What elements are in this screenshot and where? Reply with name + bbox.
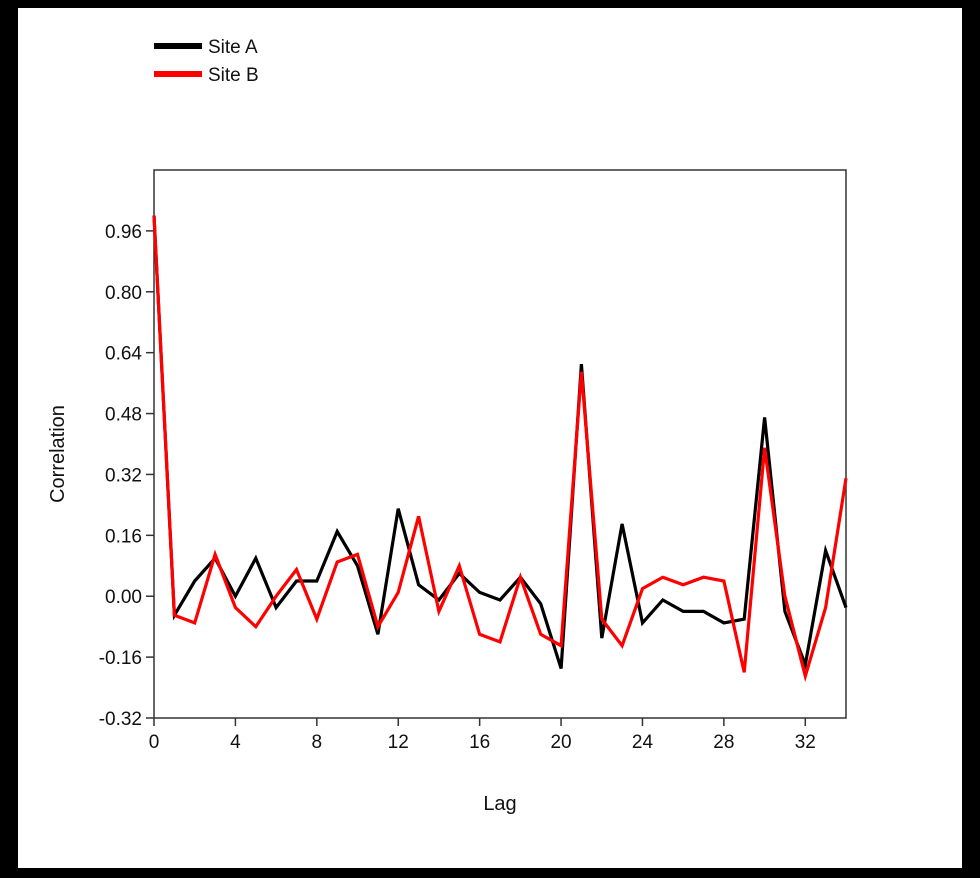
y-axis: -0.32 -0.16 0.00 0.16 0.32 0.48 0.64 0.80 0.96 xyxy=(99,222,154,730)
y-tick-label: 0.80 xyxy=(105,283,142,304)
y-tick-label: 0.00 xyxy=(105,587,142,608)
x-tick-label: 8 xyxy=(312,732,323,753)
y-tick-label: 0.48 xyxy=(105,405,142,426)
correlation-chart: Site A Site B -0.32 -0.16 0.00 0.16 0.32 0.48 0… xyxy=(47,37,848,815)
x-tick-label: 16 xyxy=(469,732,490,753)
y-tick-label: -0.16 xyxy=(99,648,142,669)
y-axis-label: Correlation xyxy=(47,405,69,503)
y-tick-label: 0.96 xyxy=(105,222,142,243)
series-lines xyxy=(152,215,848,683)
x-tick-label: 20 xyxy=(550,732,571,753)
series-line-site-b xyxy=(152,215,848,683)
y-tick-label: 0.64 xyxy=(105,344,142,365)
y-tick-label: 0.16 xyxy=(105,526,142,547)
legend-label: Site A xyxy=(208,37,258,58)
x-tick-label: 24 xyxy=(632,732,654,753)
chart-frame: Site A Site B -0.32 -0.16 0.00 0.16 0.32 0.48 0… xyxy=(18,8,962,868)
x-tick-label: 0 xyxy=(149,732,160,753)
y-tick-label: 0.32 xyxy=(105,465,142,486)
x-tick-label: 32 xyxy=(795,732,816,753)
x-tick-label: 28 xyxy=(713,732,734,753)
x-tick-label: 12 xyxy=(388,732,409,753)
y-tick-label: -0.32 xyxy=(99,709,142,730)
legend: Site A Site B xyxy=(154,37,259,86)
x-axis: 0 4 8 12 16 20 24 28 32 xyxy=(149,718,816,753)
series-line-site-a xyxy=(152,215,848,671)
x-tick-label: 4 xyxy=(230,732,241,753)
plot-area xyxy=(153,169,847,719)
legend-label: Site B xyxy=(208,65,259,86)
x-axis-label: Lag xyxy=(483,793,516,815)
